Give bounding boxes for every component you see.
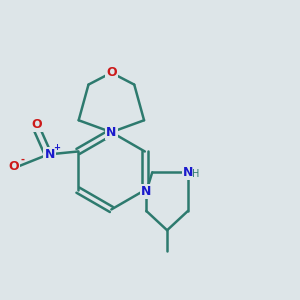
- Text: N: N: [183, 166, 193, 179]
- Text: N: N: [141, 185, 152, 198]
- Text: O: O: [106, 66, 117, 79]
- Text: O: O: [9, 160, 19, 173]
- Text: N: N: [44, 148, 55, 161]
- Text: H: H: [192, 169, 199, 179]
- Text: O: O: [31, 118, 42, 131]
- Text: -: -: [20, 155, 24, 165]
- Text: N: N: [106, 126, 116, 139]
- Text: +: +: [53, 143, 60, 152]
